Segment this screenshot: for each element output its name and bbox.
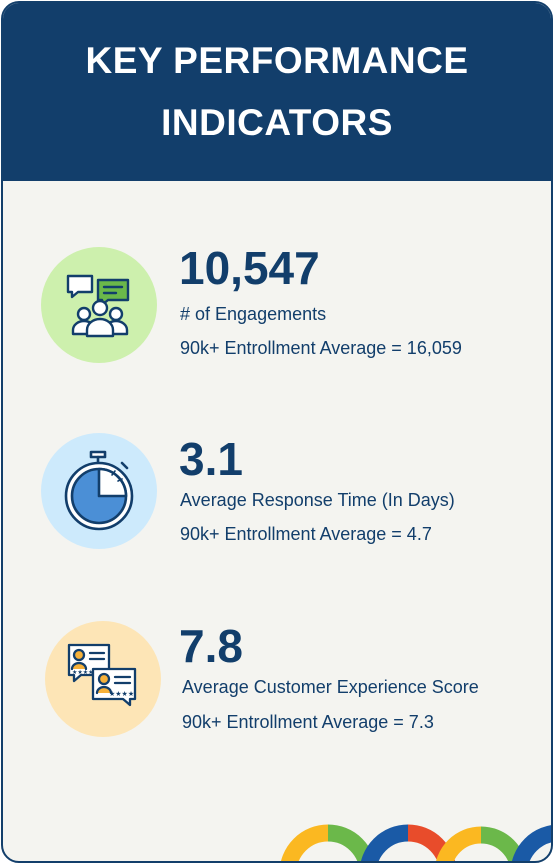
kpi-customer-experience: ★★★★ ★★★★ 7.8 Average Customer Experienc… <box>3 621 551 751</box>
kpi-label: Average Response Time (In Days) <box>180 490 455 510</box>
page-title-line-1: KEY PERFORMANCE <box>85 40 469 81</box>
kpi-label: # of Engagements <box>180 304 327 324</box>
kpi-engagements: 10,547 # of Engagements 90k+ Entrollment… <box>3 243 551 377</box>
kpi-average: 90k+ Entrollment Average = 7.3 <box>182 712 434 732</box>
engagement-people-icon <box>66 274 130 338</box>
kpi-value: 7.8 <box>179 620 243 672</box>
svg-text:★★★★: ★★★★ <box>72 669 94 676</box>
page-title-line-2: INDICATORS <box>161 102 393 143</box>
customer-rating-icon: ★★★★ ★★★★ <box>67 643 137 707</box>
stopwatch-icon-circle <box>41 433 157 549</box>
kpi-average: 90k+ Entrollment Average = 16,059 <box>180 338 462 358</box>
rating-icon-circle: ★★★★ ★★★★ <box>45 621 161 737</box>
stopwatch-icon <box>64 450 134 531</box>
header-banner: KEY PERFORMANCE INDICATORS <box>3 3 551 181</box>
kpi-response-time: 3.1 Average Response Time (In Days) 90k+… <box>3 433 551 563</box>
kpi-value: 10,547 <box>179 242 320 294</box>
kpi-label: Average Customer Experience Score <box>182 677 479 697</box>
engagement-icon-circle <box>41 247 157 363</box>
svg-text:★★★★: ★★★★ <box>109 690 134 698</box>
kpi-average: 90k+ Entrollment Average = 4.7 <box>180 524 432 544</box>
kpi-value: 3.1 <box>179 433 243 485</box>
